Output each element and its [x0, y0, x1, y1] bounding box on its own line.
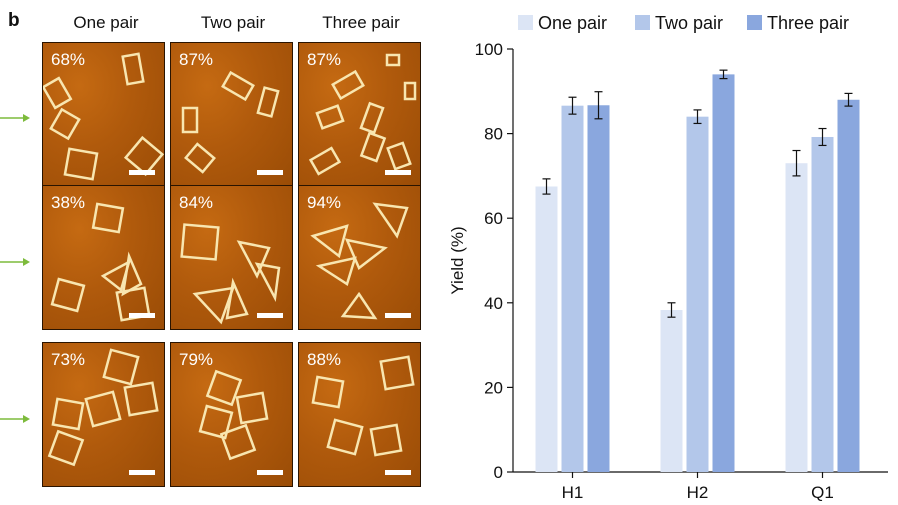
bar-h1-three-pair	[587, 105, 610, 472]
bar-q1-two-pair	[811, 136, 834, 472]
bar-h2-three-pair	[712, 74, 735, 472]
scale-bar	[385, 470, 411, 475]
legend-swatch-three-pair	[747, 15, 762, 30]
bar-h2-one-pair	[660, 309, 683, 472]
x-tick-label-q1: Q1	[811, 483, 834, 502]
x-tick-label-h1: H1	[562, 483, 584, 502]
scale-bar	[129, 313, 155, 318]
yield-percent-label: 38%	[51, 193, 86, 212]
y-tick-label: 100	[475, 40, 503, 59]
bar-q1-three-pair	[837, 99, 860, 472]
afm-image-h2-three-pair: 94%	[298, 185, 421, 330]
scale-bar	[257, 470, 283, 475]
afm-image-q1-one-pair: 73%	[42, 342, 165, 487]
legend-label-one-pair: One pair	[538, 13, 607, 33]
bar-q1-one-pair	[785, 163, 808, 472]
column-header-three-pair: Three pair	[322, 13, 400, 32]
arrow-row-2-icon	[0, 258, 30, 266]
yield-percent-label: 87%	[307, 50, 342, 69]
afm-image-h1-two-pair: 87%	[170, 42, 293, 187]
arrow-row-1-icon	[0, 114, 30, 122]
scale-bar	[129, 170, 155, 175]
scale-bar	[129, 470, 155, 475]
arrow-row-3-icon	[0, 415, 30, 423]
y-tick-label: 20	[484, 378, 503, 397]
afm-image-h1-three-pair: 87%	[298, 42, 421, 187]
y-tick-label: 0	[494, 463, 503, 482]
yield-percent-label: 73%	[51, 350, 86, 369]
yield-percent-label: 87%	[179, 50, 214, 69]
bar-h1-two-pair	[561, 105, 584, 472]
afm-image-h2-one-pair: 38%	[42, 185, 165, 330]
scale-bar	[257, 313, 283, 318]
yield-percent-label: 84%	[179, 193, 214, 212]
bar-h2-two-pair	[686, 116, 709, 473]
yield-percent-label: 79%	[179, 350, 214, 369]
scale-bar	[385, 170, 411, 175]
column-header-one-pair: One pair	[73, 13, 139, 32]
y-tick-label: 60	[484, 209, 503, 228]
column-header-two-pair: Two pair	[200, 13, 266, 32]
legend-swatch-two-pair	[635, 15, 650, 30]
y-tick-label: 40	[484, 294, 503, 313]
chart-legend: One pair Two pair Three pair	[518, 13, 849, 33]
x-tick-label-h2: H2	[687, 483, 709, 502]
afm-image-q1-three-pair: 88%	[298, 342, 421, 487]
y-axis-title: Yield (%)	[448, 226, 467, 294]
scale-bar	[257, 170, 283, 175]
yield-percent-label: 68%	[51, 50, 86, 69]
yield-bar-chart: One pair Two pair Three pair 0 20 40 60 80 100 Y…	[448, 13, 888, 502]
afm-image-h2-two-pair: 84%	[170, 185, 293, 330]
afm-image-q1-two-pair: 79%	[170, 342, 293, 487]
afm-image-h1-one-pair: 68%	[42, 42, 165, 187]
legend-label-three-pair: Three pair	[767, 13, 849, 33]
y-tick-label: 80	[484, 125, 503, 144]
legend-label-two-pair: Two pair	[655, 13, 723, 33]
panel-label: b	[8, 10, 20, 31]
bar-h1-one-pair	[535, 186, 558, 472]
scale-bar	[385, 313, 411, 318]
legend-swatch-one-pair	[518, 15, 533, 30]
chart-bars	[535, 69, 860, 473]
yield-percent-label: 94%	[307, 193, 342, 212]
yield-percent-label: 88%	[307, 350, 342, 369]
